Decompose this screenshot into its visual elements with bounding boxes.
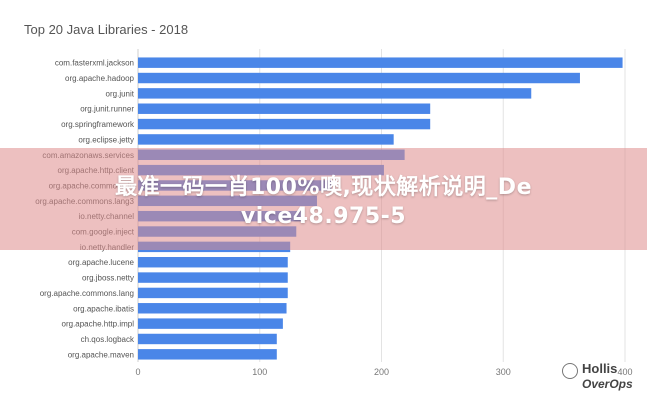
category-label: org.eclipse.jetty [78, 135, 134, 144]
x-tick-label: 100 [252, 367, 267, 377]
category-label: ch.qos.logback [81, 335, 135, 344]
bar-3 [138, 103, 431, 114]
x-tick-label: 0 [135, 367, 140, 377]
x-tick-label: 400 [617, 367, 632, 377]
category-label: org.apache.http.impl [62, 320, 135, 329]
watermark-sub: OverOps [582, 377, 633, 391]
overlay-banner [0, 148, 647, 250]
x-tick-label: 200 [374, 367, 389, 377]
category-label: org.springframework [61, 120, 135, 129]
bar-0 [138, 57, 623, 68]
category-label: org.junit.runner [80, 105, 134, 114]
bar-2 [138, 88, 532, 99]
overlay-text-line1: 最准一码一肖100%噢,现状解析说明_De [114, 175, 532, 200]
bar-16 [138, 303, 287, 314]
category-label: com.fasterxml.jackson [55, 59, 134, 68]
bar-4 [138, 118, 431, 130]
watermark: Hollis OverOps [562, 361, 642, 393]
bar-15 [138, 287, 288, 299]
category-label: org.apache.hadoop [65, 74, 135, 83]
x-tick-label: 300 [496, 367, 511, 377]
category-label: org.apache.ibatis [73, 304, 134, 313]
category-label: org.junit [106, 89, 135, 98]
bar-13 [138, 257, 288, 268]
category-label: org.apache.commons.lang [40, 289, 134, 298]
chart-title: Top 20 Java Libraries - 2018 [24, 22, 189, 37]
category-label: org.jboss.netty [82, 274, 134, 283]
bar-19 [138, 349, 277, 360]
bar-1 [138, 72, 580, 84]
category-label: org.apache.lucene [68, 258, 134, 267]
bar-17 [138, 318, 283, 329]
bar-18 [138, 333, 277, 345]
watermark-name: Hollis [582, 361, 618, 376]
wechat-logo-icon [562, 363, 578, 379]
bar-14 [138, 272, 288, 283]
category-label: org.apache.maven [68, 350, 134, 359]
bar-5 [138, 134, 394, 145]
overlay-text-line2: vice48.975-5 [240, 204, 407, 229]
